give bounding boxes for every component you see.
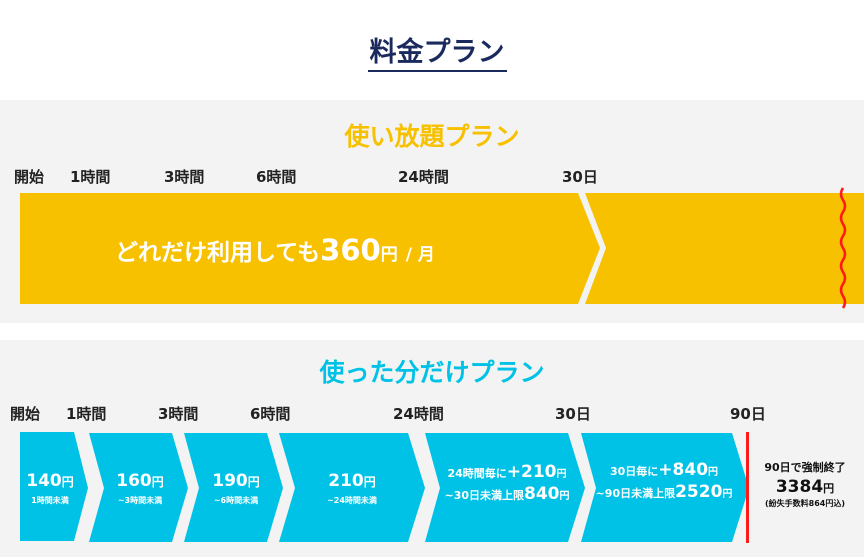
timeline-label: 30日 (555, 405, 591, 423)
timeline-label: 6時間 (250, 405, 291, 423)
page-title: 料金プラン (0, 30, 864, 72)
timeline-label: 1時間 (70, 168, 111, 186)
timeline-label: 開始 (10, 405, 41, 423)
end-marker-line (746, 432, 749, 543)
timeline-label: 1時間 (66, 405, 107, 423)
chevron-step (89, 433, 188, 542)
step-5: 24時間毎に+210円 ~30日未満上限840円 (444, 462, 570, 504)
payg-plan-heading: 使った分だけプラン (319, 358, 545, 387)
chevron-step (279, 433, 425, 542)
chevron-step (581, 433, 749, 542)
timeline-label: 90日 (730, 405, 766, 423)
unlimited-timeline: 開始 1時間 3時間 6時間 24時間 30日 (0, 166, 864, 186)
step-1: 140円 1時間未満 (26, 471, 74, 505)
unlimited-plan-heading: 使い放題プラン (344, 122, 520, 151)
price-value: 360 (320, 233, 381, 267)
payg-chevrons (20, 432, 749, 543)
step-6: 30日毎に+840円 ~90日未満上限2520円 (595, 460, 733, 502)
payg-timeline: 開始 1時間 3時間 6時間 24時間 30日 90日 (0, 403, 864, 423)
step-4: 210円 ~24時間未満 (327, 471, 377, 505)
timeline-label: 30日 (562, 168, 598, 186)
chevron-step (425, 433, 585, 542)
unlimited-bar-segment (20, 193, 600, 304)
forced-end-note: 90日で強制終了 3384円 (紛失手数料864円込) (764, 461, 846, 508)
payg-plan-section: 使った分だけプラン 開始 1時間 3時間 6時間 24時間 30日 90日 14… (0, 340, 864, 557)
unlimited-plan-section: 使い放題プラン 開始 1時間 3時間 6時間 24時間 30日 どれだけ利用して… (0, 100, 864, 323)
unlimited-bar (20, 187, 864, 309)
timeline-label: 6時間 (256, 168, 297, 186)
step-3: 190円 ~6時間未満 (212, 471, 260, 505)
wavy-end-line-icon (839, 187, 847, 309)
timeline-label: 開始 (14, 168, 45, 186)
timeline-label: 24時間 (393, 405, 444, 423)
timeline-label: 24時間 (398, 168, 449, 186)
chevron-step (20, 432, 88, 541)
step-2: 160円 ~3時間未満 (116, 471, 164, 505)
timeline-label: 3時間 (158, 405, 199, 423)
timeline-label: 3時間 (164, 168, 205, 186)
unlimited-price-text: どれだけ利用しても360円 / 月 (115, 233, 435, 267)
chevron-step (184, 433, 283, 542)
unlimited-bar-segment (585, 193, 864, 304)
